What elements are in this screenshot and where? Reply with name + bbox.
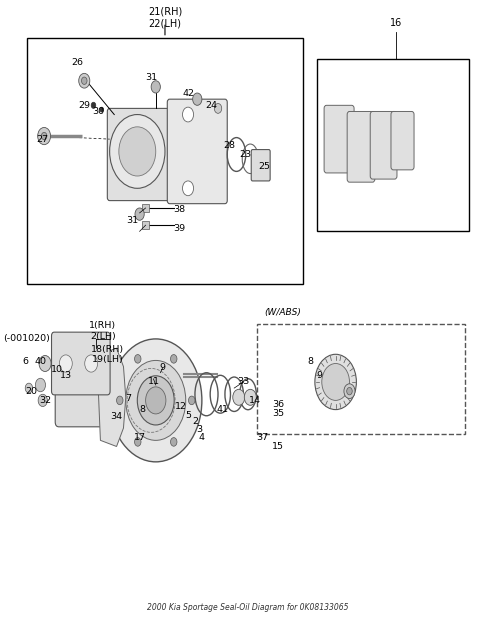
Circle shape <box>135 208 144 220</box>
Text: 2: 2 <box>192 417 198 427</box>
Text: (W/ABS): (W/ABS) <box>264 308 301 317</box>
Circle shape <box>79 73 90 88</box>
Text: 8: 8 <box>307 357 313 366</box>
Text: 10: 10 <box>50 365 62 374</box>
Text: 27: 27 <box>37 135 49 144</box>
Text: 42: 42 <box>182 89 194 97</box>
Circle shape <box>151 81 160 93</box>
FancyBboxPatch shape <box>251 149 270 181</box>
Circle shape <box>134 355 141 363</box>
Circle shape <box>134 438 141 446</box>
Circle shape <box>244 389 256 405</box>
FancyBboxPatch shape <box>108 108 177 201</box>
Text: 34: 34 <box>110 412 122 422</box>
Circle shape <box>322 363 349 401</box>
Text: 39: 39 <box>173 224 185 232</box>
Circle shape <box>100 107 104 112</box>
Circle shape <box>91 102 96 108</box>
Text: 29: 29 <box>78 101 90 110</box>
Circle shape <box>38 394 48 407</box>
Circle shape <box>25 383 33 393</box>
Text: 40: 40 <box>35 357 47 366</box>
Circle shape <box>109 115 165 188</box>
FancyBboxPatch shape <box>324 105 354 173</box>
Text: 41: 41 <box>216 405 228 414</box>
Text: 6: 6 <box>23 357 29 366</box>
Text: 30: 30 <box>92 107 104 116</box>
Bar <box>257 324 465 434</box>
Circle shape <box>82 77 87 84</box>
Text: 31: 31 <box>127 216 139 225</box>
Text: 8: 8 <box>139 405 145 414</box>
Text: (-001020): (-001020) <box>3 334 50 343</box>
Text: 18(RH)
19(LH): 18(RH) 19(LH) <box>91 345 124 364</box>
FancyBboxPatch shape <box>391 112 414 170</box>
Text: 28: 28 <box>224 141 236 150</box>
Circle shape <box>145 387 166 414</box>
Circle shape <box>170 355 177 363</box>
Bar <box>26 38 303 283</box>
Text: 4: 4 <box>199 433 205 442</box>
Text: 36: 36 <box>272 400 284 409</box>
Circle shape <box>117 396 123 405</box>
Text: 1(RH)
2(LH): 1(RH) 2(LH) <box>89 321 116 340</box>
Text: 24: 24 <box>205 101 217 110</box>
Text: 26: 26 <box>72 58 84 67</box>
Text: 31: 31 <box>145 73 157 82</box>
Circle shape <box>182 181 193 196</box>
Circle shape <box>192 93 202 105</box>
Bar <box>142 221 149 229</box>
Text: 13: 13 <box>60 371 72 380</box>
Text: 12: 12 <box>175 402 187 411</box>
FancyBboxPatch shape <box>370 112 397 179</box>
Circle shape <box>38 128 50 144</box>
Circle shape <box>41 132 47 140</box>
Circle shape <box>119 127 156 176</box>
Circle shape <box>109 339 202 462</box>
Bar <box>142 204 149 212</box>
Circle shape <box>215 104 222 113</box>
Circle shape <box>315 354 356 410</box>
Bar <box>317 60 469 231</box>
Circle shape <box>347 388 352 395</box>
Circle shape <box>170 438 177 446</box>
Circle shape <box>189 396 195 405</box>
Text: 7: 7 <box>125 394 131 403</box>
Text: 23: 23 <box>240 150 252 159</box>
Text: 9: 9 <box>160 363 166 372</box>
Circle shape <box>137 376 174 425</box>
FancyBboxPatch shape <box>51 332 110 395</box>
Circle shape <box>233 389 245 405</box>
Text: 20: 20 <box>25 387 37 396</box>
Text: 16: 16 <box>389 19 402 29</box>
Circle shape <box>344 384 355 399</box>
Circle shape <box>85 355 97 372</box>
Circle shape <box>39 355 51 371</box>
Text: 5: 5 <box>185 411 191 420</box>
Text: 37: 37 <box>256 433 268 442</box>
Text: 2000 Kia Sportage Seal-Oil Diagram for 0K08133065: 2000 Kia Sportage Seal-Oil Diagram for 0… <box>147 603 349 613</box>
Text: 9: 9 <box>316 371 323 380</box>
Text: 14: 14 <box>249 396 261 405</box>
Text: 11: 11 <box>147 378 159 386</box>
Circle shape <box>182 107 193 122</box>
FancyBboxPatch shape <box>347 112 375 182</box>
Text: 25: 25 <box>258 162 270 171</box>
Text: 33: 33 <box>237 378 250 386</box>
Circle shape <box>36 378 46 392</box>
Text: 21(RH)
22(LH): 21(RH) 22(LH) <box>148 7 182 29</box>
FancyBboxPatch shape <box>55 355 108 427</box>
Text: 32: 32 <box>39 396 51 405</box>
Text: 35: 35 <box>272 409 284 419</box>
Text: 15: 15 <box>272 442 284 451</box>
Text: 3: 3 <box>196 425 203 434</box>
Polygon shape <box>98 348 126 446</box>
Circle shape <box>126 360 186 440</box>
Text: 38: 38 <box>173 205 185 215</box>
FancyBboxPatch shape <box>168 99 227 204</box>
Circle shape <box>60 355 72 372</box>
Text: 17: 17 <box>133 433 145 442</box>
